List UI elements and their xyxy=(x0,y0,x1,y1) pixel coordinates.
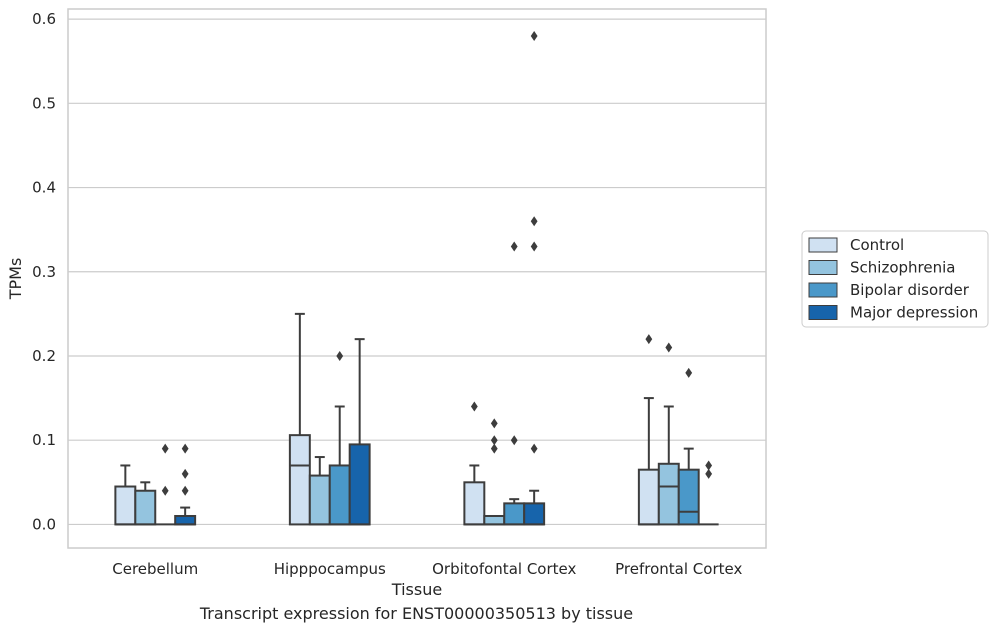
x-tick-label: Orbitofontal Cortex xyxy=(432,560,576,578)
outlier-point xyxy=(490,418,498,429)
y-axis-ticks: 0.0 0.1 0.2 0.3 0.4 0.5 0.6 xyxy=(32,10,56,533)
outlier-point xyxy=(161,443,169,454)
legend-swatch xyxy=(808,260,838,275)
box-element xyxy=(503,241,526,526)
outlier-point xyxy=(530,443,538,454)
y-tick-label: 0.3 xyxy=(32,263,56,281)
legend-swatch xyxy=(808,305,838,320)
box-rect xyxy=(657,462,680,526)
x-tick-label: Prefrontal Cortex xyxy=(615,560,742,578)
outlier-point xyxy=(161,485,169,496)
box-element xyxy=(523,30,546,526)
legend-label: Schizophrenia xyxy=(850,259,955,277)
y-tick-label: 0.5 xyxy=(32,94,56,112)
legend-item: Schizophrenia xyxy=(808,259,955,277)
legend-item: Control xyxy=(808,236,904,254)
legend-label: Major depression xyxy=(850,304,978,322)
box-element xyxy=(114,464,137,526)
box-element xyxy=(348,338,371,526)
box-rect xyxy=(174,514,197,526)
box-rect xyxy=(308,474,331,526)
box-element xyxy=(328,350,351,526)
legend-swatch xyxy=(808,282,838,298)
outlier-point xyxy=(685,367,693,378)
outlier-point xyxy=(510,241,518,252)
outlier-point xyxy=(490,435,498,446)
box-element xyxy=(155,443,176,526)
outlier-point xyxy=(181,443,189,454)
box-rect xyxy=(523,502,546,526)
y-tick-label: 0.2 xyxy=(32,347,56,365)
box-rect xyxy=(463,481,486,526)
box-rect xyxy=(348,443,371,526)
box-element xyxy=(134,481,157,526)
outlier-point xyxy=(705,460,713,471)
box-element xyxy=(637,334,660,526)
legend-label: Bipolar disorder xyxy=(850,281,970,299)
outlier-point xyxy=(510,435,518,446)
legend-item: Bipolar disorder xyxy=(808,281,970,299)
box-element xyxy=(677,367,700,526)
box-element xyxy=(174,443,197,526)
box-plot-area xyxy=(114,30,719,526)
outlier-point xyxy=(490,443,498,454)
outlier-point xyxy=(530,30,538,41)
legend-swatch xyxy=(808,237,838,253)
box-rect xyxy=(637,468,660,526)
x-tick-label: Hipppocampus xyxy=(274,560,386,578)
box-rect xyxy=(288,434,311,526)
y-tick-label: 0.0 xyxy=(32,515,56,533)
outlier-point xyxy=(530,216,538,227)
box-rect xyxy=(503,502,526,526)
outlier-point xyxy=(336,350,344,361)
box-element xyxy=(698,460,719,526)
box-rect xyxy=(677,468,700,526)
x-tick-label: Cerebellum xyxy=(112,560,198,578)
grid-lines xyxy=(68,18,766,526)
x-axis-ticks: Cerebellum Hipppocampus Orbitofontal Corte… xyxy=(112,560,742,578)
y-tick-label: 0.1 xyxy=(32,431,56,449)
outlier-point xyxy=(181,468,189,479)
box-element xyxy=(657,342,680,526)
outlier-point xyxy=(470,401,478,412)
y-axis-label: TPMs xyxy=(6,258,25,301)
y-tick-label: 0.6 xyxy=(32,10,56,28)
outlier-point xyxy=(530,241,538,252)
legend-label: Control xyxy=(850,236,904,254)
figure-caption: Transcript expression for ENST0000035051… xyxy=(199,604,634,623)
outlier-point xyxy=(705,468,713,479)
box-element xyxy=(483,418,506,526)
y-tick-label: 0.4 xyxy=(32,179,56,197)
outlier-point xyxy=(645,334,653,345)
box-rect xyxy=(134,489,157,526)
outlier-point xyxy=(181,485,189,496)
legend-item: Major depression xyxy=(808,304,978,322)
box-element xyxy=(463,401,486,526)
x-axis-label: Tissue xyxy=(391,580,442,599)
plot-frame xyxy=(67,8,767,549)
box-rect xyxy=(483,514,506,526)
box-element xyxy=(288,312,311,526)
legend: Control Schizophrenia Bipolar disorder Majo… xyxy=(801,230,989,328)
box-rect xyxy=(114,485,137,526)
box-rect xyxy=(328,464,351,526)
box-element xyxy=(308,456,331,526)
outlier-point xyxy=(665,342,673,353)
legend-frame xyxy=(801,230,989,328)
